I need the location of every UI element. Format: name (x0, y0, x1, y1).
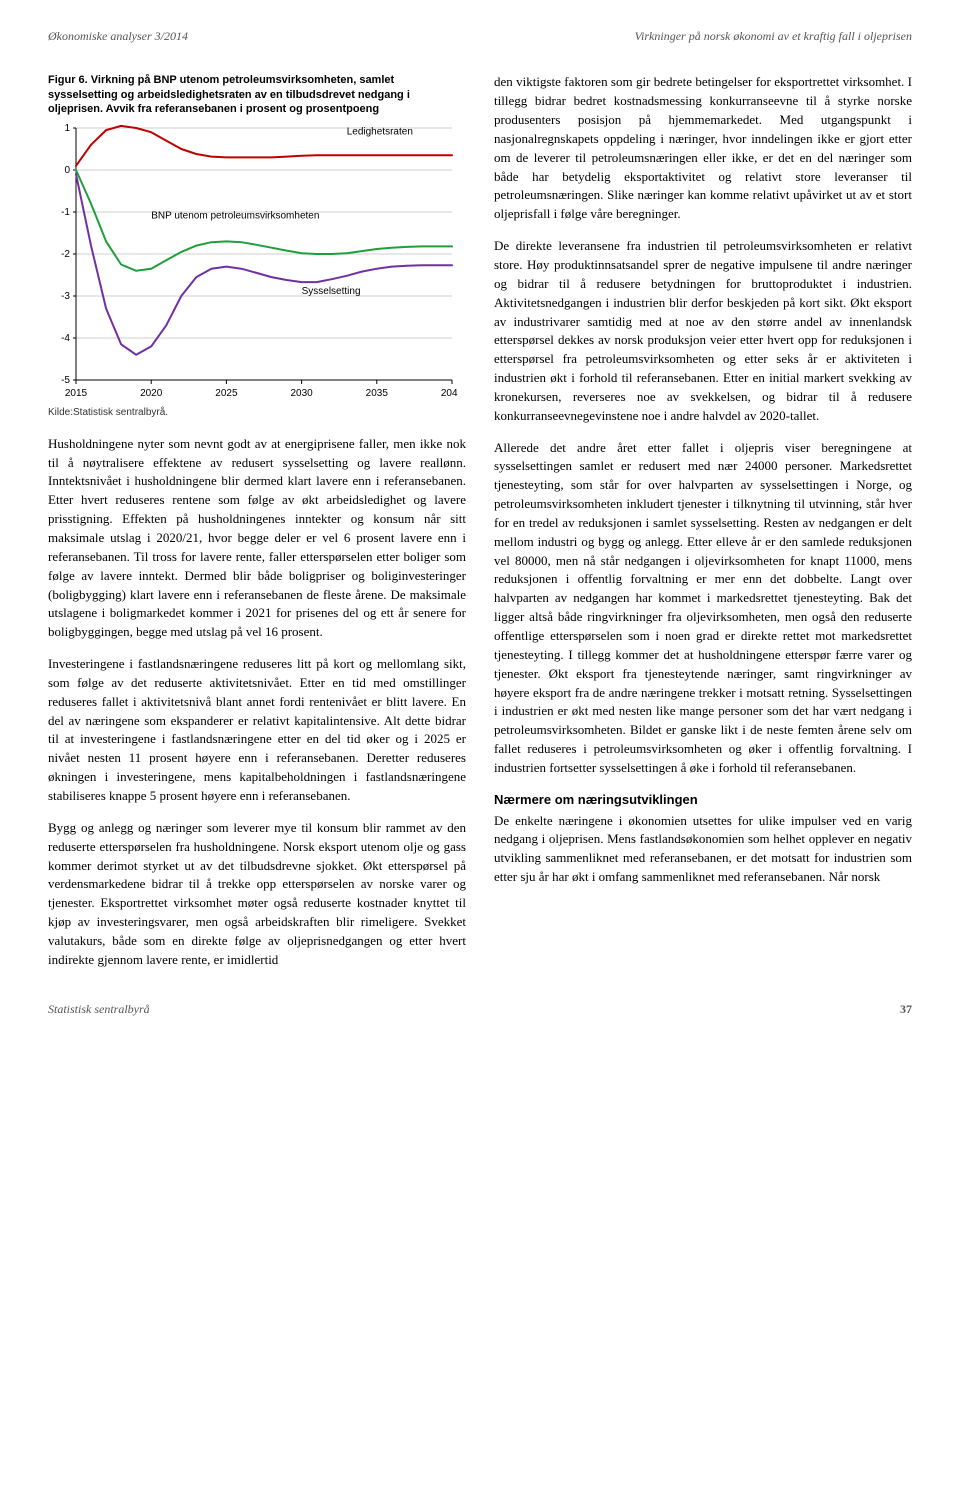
header-left: Økonomiske analyser 3/2014 (48, 28, 188, 45)
svg-text:1: 1 (64, 123, 70, 134)
left-paragraph-2: Investeringene i fastlandsnæringene redu… (48, 655, 466, 806)
svg-text:2035: 2035 (366, 388, 389, 399)
right-paragraph-4: De enkelte næringene i økonomien utsette… (494, 812, 912, 887)
svg-text:2020: 2020 (140, 388, 163, 399)
page-header: Økonomiske analyser 3/2014 Virkninger på… (48, 28, 912, 45)
line-chart: -5 -4 -3 -2 -1 0 1 2015 2020 2025 2030 2035 2040 Ledi… (48, 122, 458, 402)
left-column: Figur 6. Virkning på BNP utenom petroleu… (48, 73, 466, 982)
footer-right: 37 (900, 1001, 912, 1018)
svg-text:2040: 2040 (441, 388, 458, 399)
svg-text:Ledighetsraten: Ledighetsraten (347, 127, 413, 138)
svg-text:-5: -5 (61, 375, 70, 386)
page-footer: Statistisk sentralbyrå 37 (48, 1001, 912, 1018)
svg-text:-3: -3 (61, 291, 70, 302)
left-paragraph-3: Bygg og anlegg og næringer som leverer m… (48, 819, 466, 970)
left-paragraph-1: Husholdningene nyter som nevnt godt av a… (48, 435, 466, 642)
svg-text:BNP utenom petroleumsvirksomhe: BNP utenom petroleumsvirksomheten (151, 211, 319, 222)
svg-text:2030: 2030 (290, 388, 313, 399)
svg-text:0: 0 (64, 165, 70, 176)
svg-text:-4: -4 (61, 333, 70, 344)
section-heading: Nærmere om næringsutviklingen (494, 791, 912, 810)
right-column: den viktigste faktoren som gir bedrete b… (494, 73, 912, 982)
right-paragraph-1: den viktigste faktoren som gir bedrete b… (494, 73, 912, 224)
svg-text:Sysselsetting: Sysselsetting (302, 286, 361, 297)
svg-text:2025: 2025 (215, 388, 238, 399)
right-paragraph-2: De direkte leveransene fra industrien ti… (494, 237, 912, 425)
right-paragraph-3: Allerede det andre året etter fallet i o… (494, 439, 912, 778)
header-right: Virkninger på norsk økonomi av et krafti… (635, 28, 912, 45)
svg-text:-2: -2 (61, 249, 70, 260)
figure-caption: Figur 6. Virkning på BNP utenom petroleu… (48, 73, 466, 116)
svg-text:2015: 2015 (65, 388, 88, 399)
figure-source: Kilde:Statistisk sentralbyrå. (48, 406, 466, 421)
footer-left: Statistisk sentralbyrå (48, 1001, 150, 1018)
chart-container: -5 -4 -3 -2 -1 0 1 2015 2020 2025 2030 2035 2040 Ledi… (48, 122, 466, 402)
svg-text:-1: -1 (61, 207, 70, 218)
